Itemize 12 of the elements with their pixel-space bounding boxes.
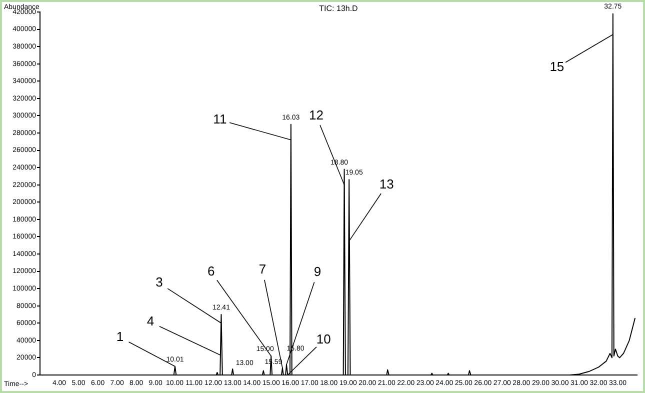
annotation: 9 xyxy=(314,264,322,280)
annotation: 11 xyxy=(213,111,227,126)
annotation: 3 xyxy=(156,274,163,290)
annotation: 15 xyxy=(550,59,564,74)
annotation: 13 xyxy=(379,176,394,192)
annotation: 6 xyxy=(207,264,215,279)
annotation: 1 xyxy=(116,328,124,344)
chart-title: TIC: 13h.D xyxy=(319,4,358,13)
annotation: 4 xyxy=(146,314,154,329)
annotation: 10 xyxy=(316,332,331,347)
annotation: 7 xyxy=(258,262,266,277)
annotation: 12 xyxy=(309,107,324,122)
